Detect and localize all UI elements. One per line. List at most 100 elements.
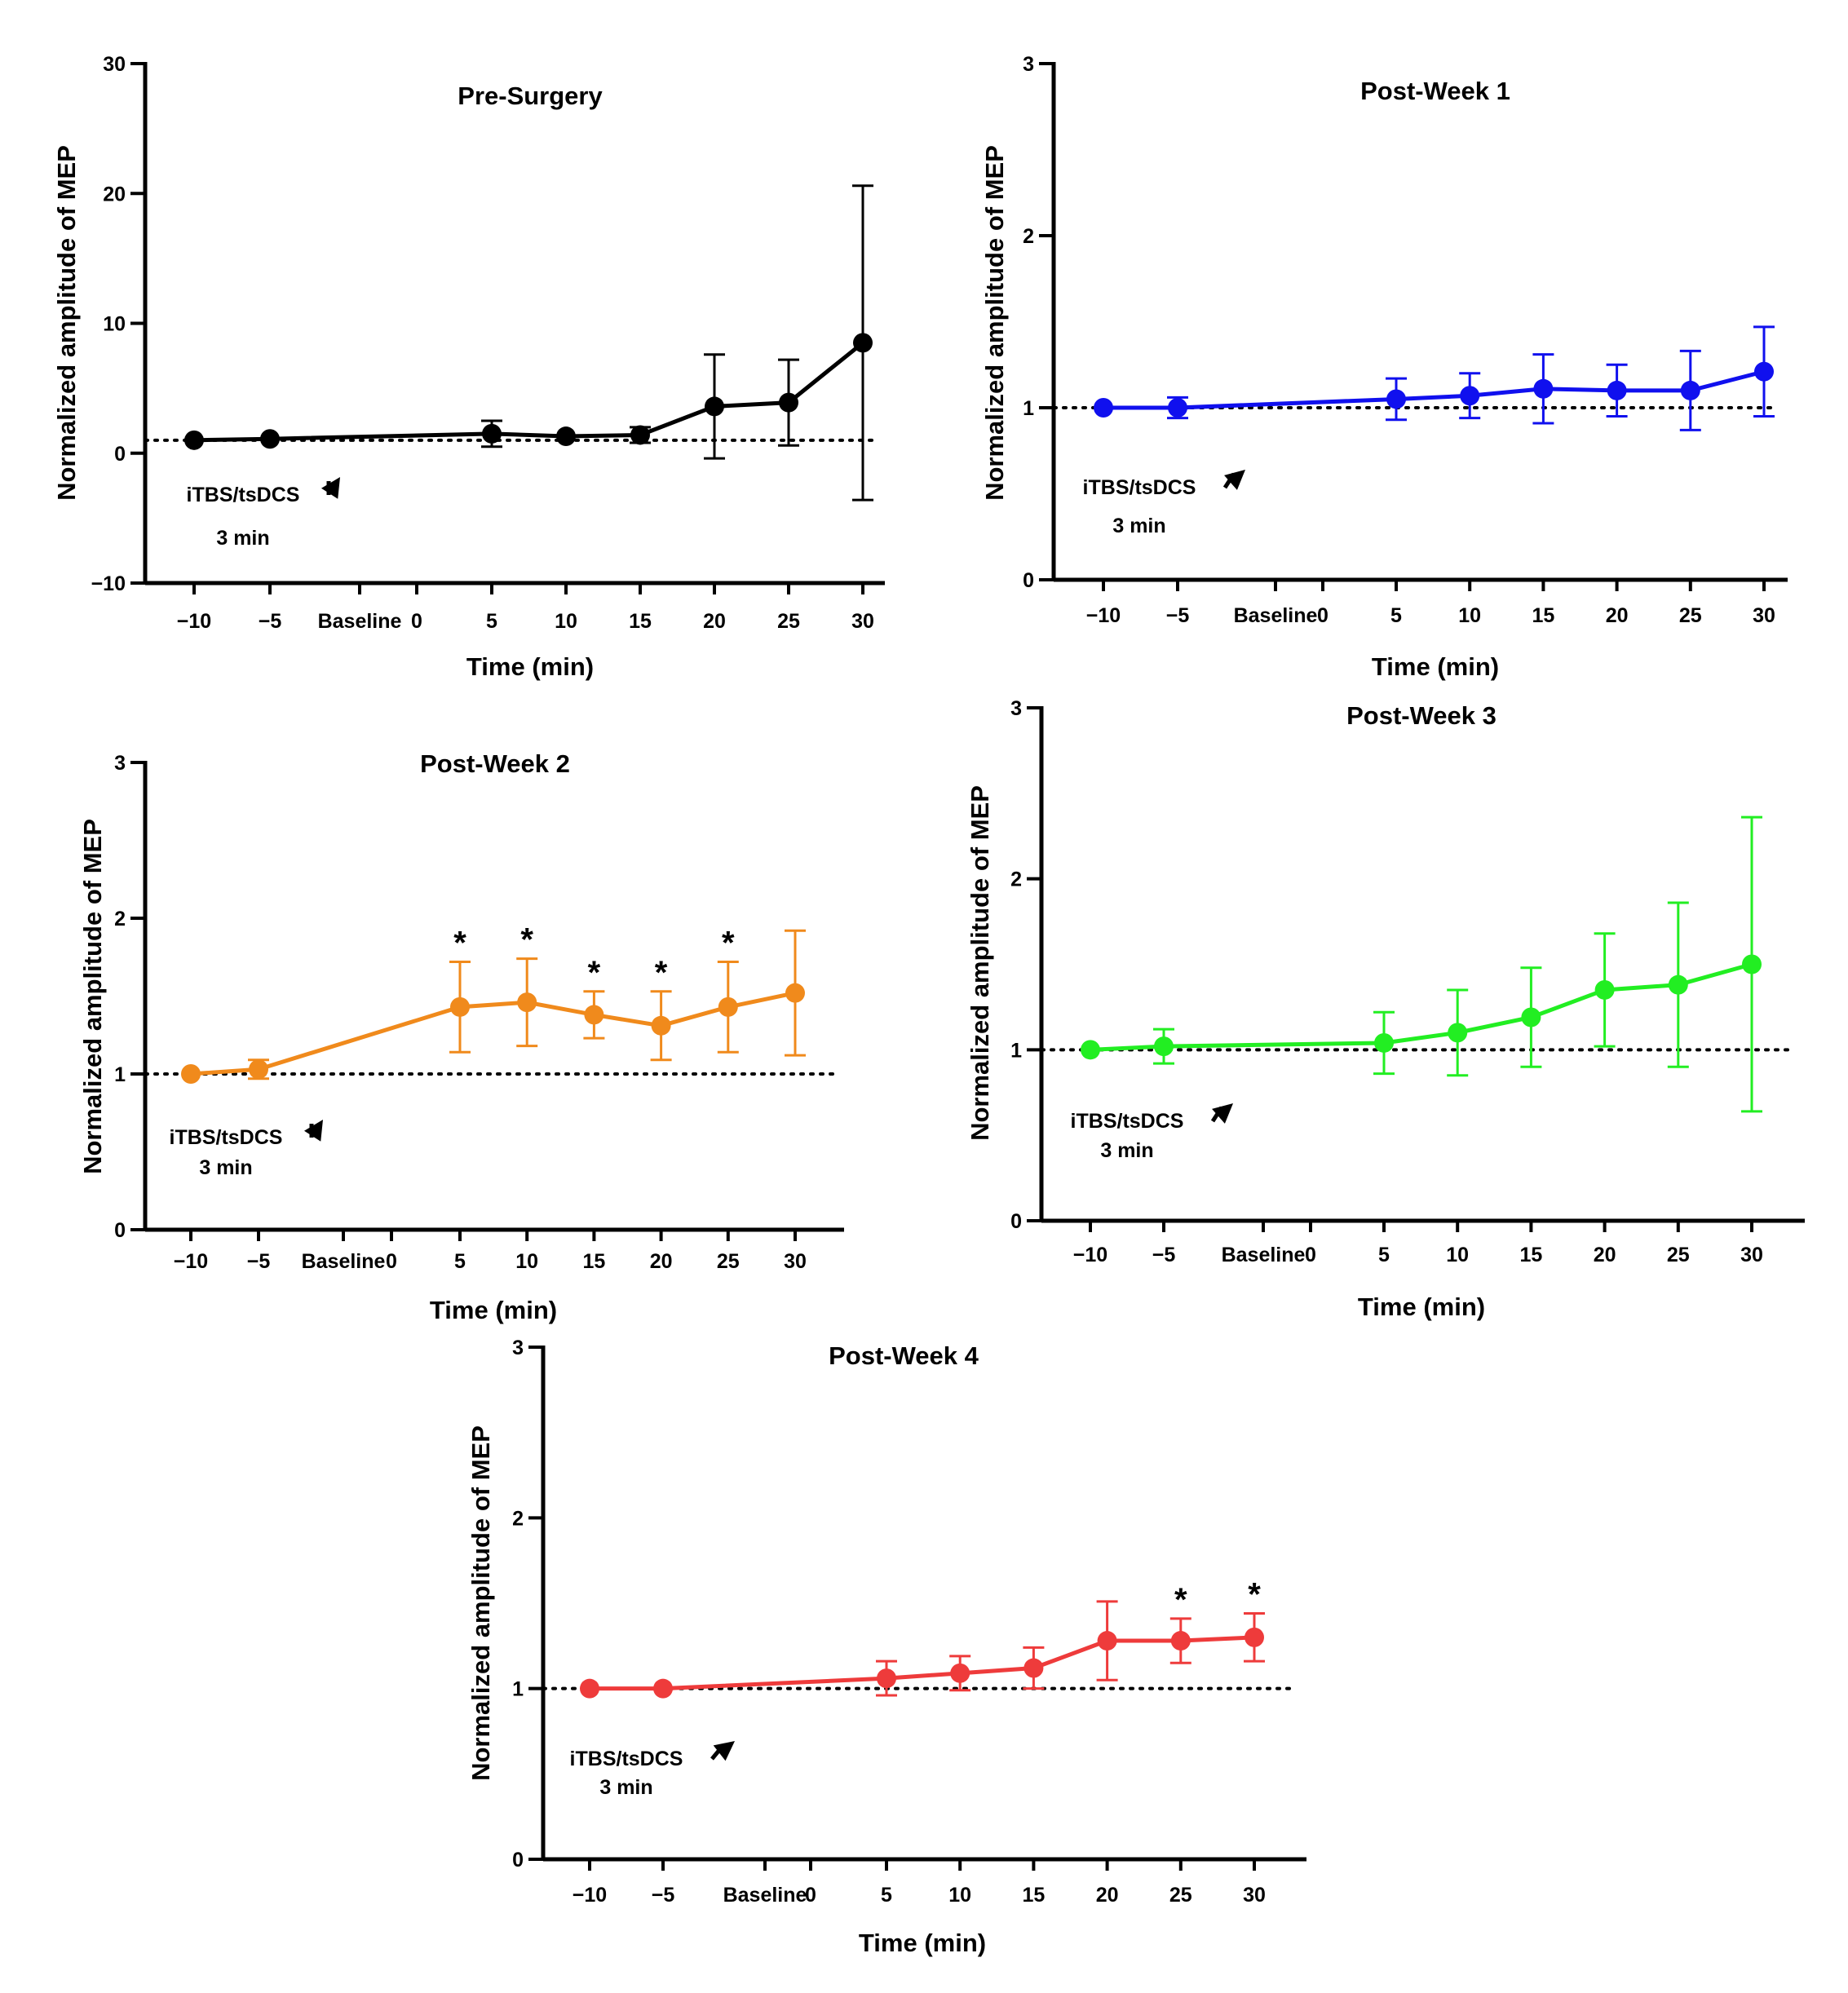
x-tick-label: 20 <box>1606 604 1629 627</box>
x-tick-label: 5 <box>1390 604 1402 627</box>
y-tick-label: 1 <box>1010 1039 1022 1062</box>
x-tick-label: Baseline <box>1222 1244 1306 1266</box>
x-tick-label: 15 <box>629 610 652 633</box>
chart-title: Post-Week 1 <box>1360 77 1510 105</box>
y-axis-label: Normalized amplitude of MEP <box>466 1425 495 1781</box>
series-line <box>193 341 864 443</box>
annotation-duration: 3 min <box>216 527 269 550</box>
y-tick-label: 0 <box>114 1219 126 1242</box>
data-point <box>785 983 805 1003</box>
annotation-label: iTBS/tsDCS <box>187 484 300 506</box>
x-tick-label: 30 <box>784 1250 807 1273</box>
data-point <box>950 1663 970 1683</box>
x-tick-label: −10 <box>1086 604 1121 627</box>
data-point <box>1594 979 1615 1000</box>
x-tick-label: 15 <box>1519 1244 1542 1266</box>
y-tick-label: 3 <box>1023 53 1034 76</box>
data-point <box>1245 1627 1264 1647</box>
x-tick-label: 25 <box>1679 604 1702 627</box>
chart-title: Pre-Surgery <box>458 82 603 110</box>
x-tick-label: Baseline <box>302 1250 386 1273</box>
annotation-label: iTBS/tsDCS <box>1083 476 1196 499</box>
data-point <box>853 333 873 353</box>
data-point <box>260 429 280 449</box>
annotation-arrow-head <box>1212 1103 1233 1124</box>
x-tick-label: Baseline <box>723 1884 807 1907</box>
series-line <box>190 991 796 1076</box>
annotation-arrow-head <box>303 1120 323 1142</box>
annotation-duration: 3 min <box>599 1776 652 1799</box>
data-point <box>651 1015 671 1036</box>
series-line <box>1103 369 1765 410</box>
y-axis-label: Normalized amplitude of MEP <box>966 785 994 1141</box>
y-tick-label: 0 <box>1010 1210 1022 1233</box>
x-tick-label: 10 <box>515 1250 538 1273</box>
x-tick-label: 25 <box>717 1250 740 1273</box>
annotation-arrow-head <box>1224 470 1245 490</box>
x-tick-label: 0 <box>1305 1244 1316 1266</box>
data-point <box>1448 1023 1468 1043</box>
y-tick-label: 2 <box>1010 868 1022 891</box>
data-point <box>1607 380 1627 400</box>
data-point <box>1094 398 1113 418</box>
y-axis-label: Normalized amplitude of MEP <box>78 819 107 1174</box>
data-point <box>249 1059 268 1080</box>
y-axis-label: Normalized amplitude of MEP <box>52 145 81 501</box>
y-tick-label: 30 <box>103 53 126 76</box>
x-tick-label: −10 <box>1073 1244 1107 1266</box>
chart-title: Post-Week 3 <box>1346 701 1497 730</box>
x-tick-label: 0 <box>1317 604 1329 627</box>
y-tick-label: 1 <box>1023 397 1034 420</box>
x-axis-label: Time (min) <box>1372 652 1499 681</box>
data-point <box>1668 974 1688 995</box>
data-point <box>584 1005 604 1025</box>
data-point <box>1386 389 1406 409</box>
y-tick-label: 0 <box>114 443 126 466</box>
x-tick-label: −10 <box>573 1884 607 1907</box>
x-tick-label: 30 <box>1753 604 1775 627</box>
x-tick-label: −10 <box>177 610 211 633</box>
data-point <box>1680 380 1700 400</box>
x-tick-label: 10 <box>1446 1244 1469 1266</box>
x-tick-label: 10 <box>555 610 577 633</box>
significance-marker: * <box>655 955 668 991</box>
data-point <box>181 1064 201 1084</box>
x-tick-label: Baseline <box>318 610 402 633</box>
data-point <box>877 1668 896 1689</box>
y-tick-label: 2 <box>114 908 126 930</box>
y-tick-label: −10 <box>91 572 126 595</box>
significance-marker: * <box>453 925 466 961</box>
y-tick-label: 3 <box>114 752 126 775</box>
significance-marker: * <box>1248 1577 1261 1613</box>
x-tick-label: 25 <box>1169 1884 1192 1907</box>
x-tick-label: 30 <box>851 610 874 633</box>
annotation-arrow-head <box>321 477 340 499</box>
data-point <box>1460 386 1480 406</box>
x-tick-label: −5 <box>652 1884 675 1907</box>
y-tick-label: 0 <box>1023 569 1034 592</box>
significance-marker: * <box>1174 1582 1187 1618</box>
x-tick-label: Baseline <box>1234 604 1318 627</box>
significance-marker: * <box>520 922 533 958</box>
data-point <box>1742 954 1762 974</box>
y-tick-label: 3 <box>512 1337 524 1359</box>
data-point <box>1521 1007 1541 1027</box>
x-tick-label: 5 <box>881 1884 892 1907</box>
x-tick-label: −10 <box>174 1250 208 1273</box>
annotation-label: iTBS/tsDCS <box>1071 1110 1184 1133</box>
data-point <box>718 996 738 1017</box>
x-tick-label: 10 <box>948 1884 971 1907</box>
x-tick-label: 0 <box>386 1250 397 1273</box>
data-point <box>450 996 470 1017</box>
y-tick-label: 20 <box>103 183 126 205</box>
significance-marker: * <box>722 925 735 961</box>
y-tick-label: 10 <box>103 313 126 336</box>
data-point <box>779 392 798 413</box>
x-tick-label: 25 <box>777 610 800 633</box>
annotation-label: iTBS/tsDCS <box>170 1126 283 1149</box>
x-tick-label: 5 <box>486 610 497 633</box>
data-point <box>482 423 502 444</box>
